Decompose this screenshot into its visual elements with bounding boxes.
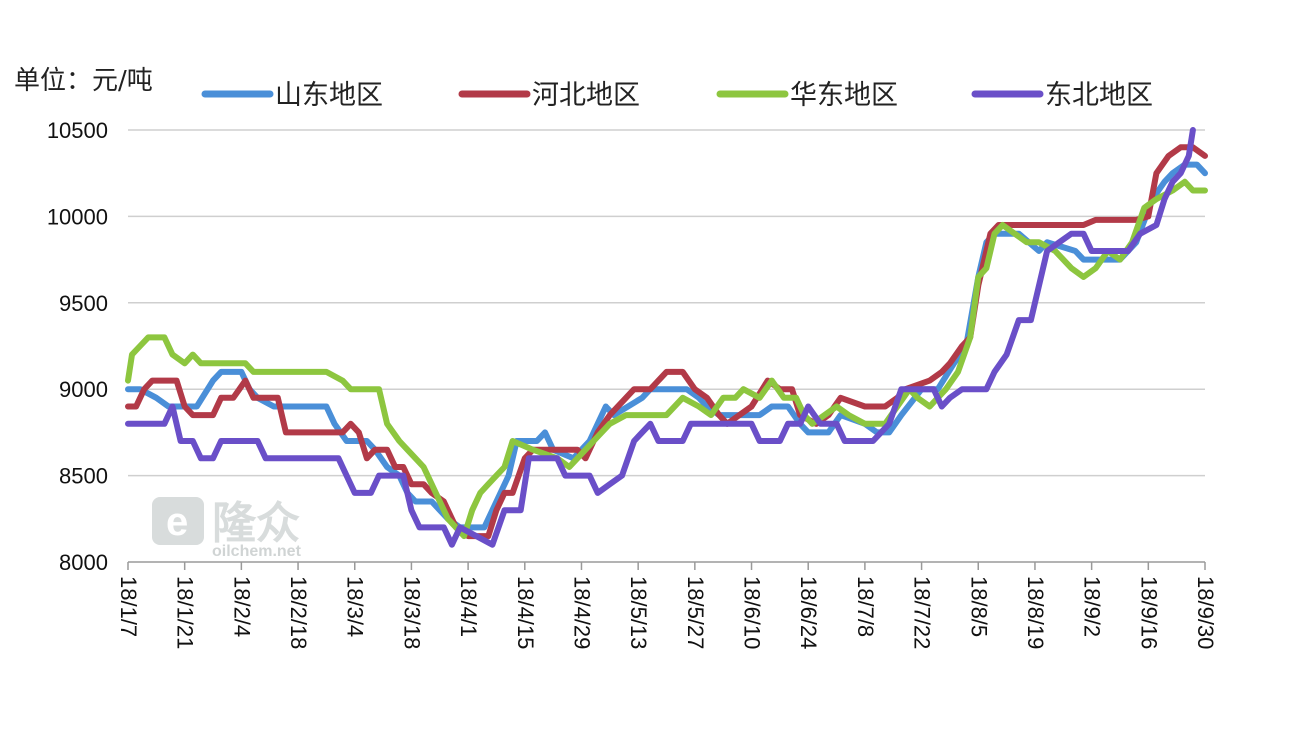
legend: 山东地区 河北地区 华东地区 东北地区 — [201, 80, 1153, 111]
x-tick-7: 18/4/15 — [513, 576, 538, 649]
x-tick-17: 18/9/2 — [1080, 576, 1105, 637]
x-tick-8: 18/4/29 — [569, 576, 594, 649]
x-tick-labels: 18/1/7 18/1/21 18/2/4 18/2/18 18/3/4 18/3/18 1… — [116, 576, 1218, 649]
legend-label-1: 河北地区 — [532, 80, 640, 111]
y-tick-labels: 8000 8500 9000 9500 10000 10500 — [47, 118, 108, 575]
legend-label-3: 东北地区 — [1045, 80, 1153, 111]
x-tick-1: 18/1/21 — [173, 576, 198, 649]
x-tick-18: 18/9/16 — [1136, 576, 1161, 649]
y-tick-9500: 9500 — [59, 291, 108, 316]
watermark-url: oilchem.net — [212, 543, 302, 560]
series-line-2 — [125, 178, 1208, 540]
y-tick-10500: 10500 — [47, 118, 108, 143]
y-tick-8000: 8000 — [59, 550, 108, 575]
series-lines — [125, 127, 1208, 548]
legend-label-0: 山东地区 — [275, 80, 383, 111]
grid — [128, 129, 1205, 477]
watermark-brand: 隆众 — [212, 499, 300, 548]
axes — [127, 561, 1206, 570]
y-tick-10000: 10000 — [47, 204, 108, 229]
series-line-0 — [125, 161, 1208, 531]
x-tick-12: 18/6/24 — [796, 576, 821, 649]
x-tick-15: 18/8/5 — [966, 576, 991, 637]
series-line-3 — [125, 127, 1196, 548]
series-line-1 — [125, 144, 1208, 540]
x-tick-3: 18/2/18 — [286, 576, 311, 649]
x-tick-11: 18/6/10 — [740, 576, 765, 649]
x-tick-14: 18/7/22 — [910, 576, 935, 649]
x-tick-0: 18/1/7 — [116, 576, 141, 637]
watermark-e-badge — [152, 497, 204, 545]
x-tick-13: 18/7/8 — [853, 576, 878, 637]
x-tick-5: 18/3/18 — [399, 576, 424, 649]
y-tick-8500: 8500 — [59, 464, 108, 489]
x-tick-9: 18/5/13 — [626, 576, 651, 649]
watermark-e-glyph: e — [166, 500, 188, 544]
x-tick-16: 18/8/19 — [1023, 576, 1048, 649]
legend-label-2: 华东地区 — [790, 80, 898, 111]
x-tick-6: 18/4/1 — [456, 576, 481, 637]
x-tick-19: 18/9/30 — [1193, 576, 1218, 649]
y-tick-9000: 9000 — [59, 377, 108, 402]
x-tick-4: 18/3/4 — [343, 576, 368, 637]
x-tick-2: 18/2/4 — [229, 576, 254, 637]
unit-label: 单位：元/吨 — [14, 66, 153, 96]
watermark-logo: e 隆众 oilchem.net — [152, 497, 302, 560]
x-tick-10: 18/5/27 — [683, 576, 708, 649]
